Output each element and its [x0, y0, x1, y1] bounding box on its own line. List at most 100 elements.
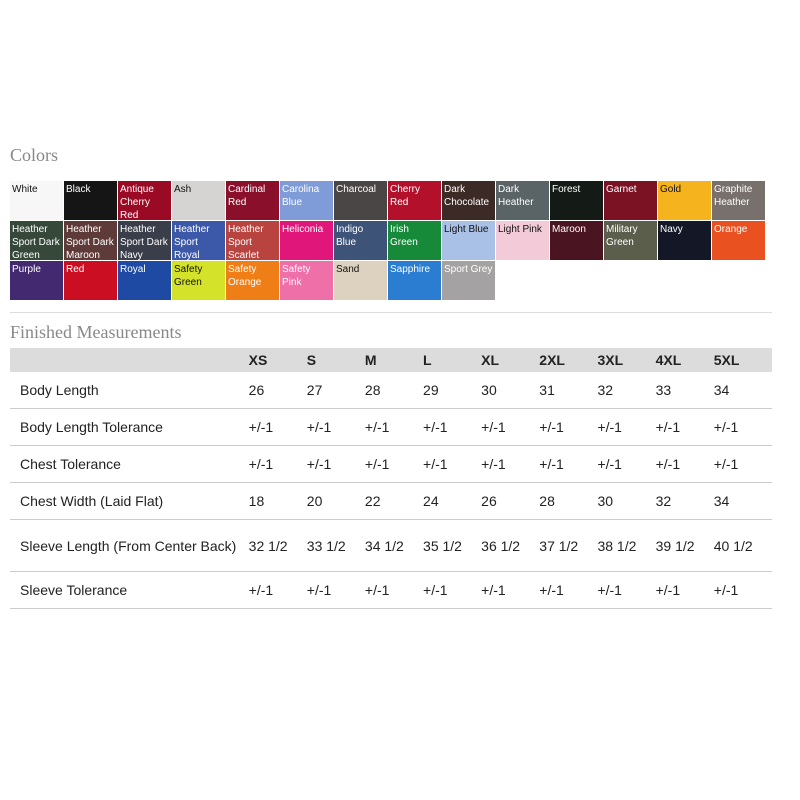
- color-swatch[interactable]: Black: [64, 181, 118, 221]
- color-swatch[interactable]: Irish Green: [388, 221, 442, 261]
- color-swatch[interactable]: Sand: [334, 261, 388, 301]
- table-row: Sleeve Tolerance +/-1 +/-1 +/-1 +/-1 +/-1 +/-1…: [10, 571, 772, 609]
- measurement-cell: +/-1: [655, 571, 714, 609]
- measurement-cell: +/-1: [423, 571, 482, 609]
- color-swatch[interactable]: Carolina Blue: [280, 181, 334, 221]
- size-header: M: [364, 348, 424, 372]
- color-swatch[interactable]: Cardinal Red: [226, 181, 280, 221]
- measurement-cell: 28: [539, 482, 598, 520]
- measurement-cell: 33: [655, 372, 714, 409]
- measurement-cell: 26: [481, 482, 540, 520]
- color-swatch[interactable]: Cherry Red: [388, 181, 442, 221]
- table-row: Body Length 26 27 28 29 30 31 32 33 34: [10, 372, 772, 409]
- color-swatch[interactable]: White: [10, 181, 64, 221]
- measurement-cell: 34: [713, 372, 772, 409]
- color-swatch[interactable]: Safety Orange: [226, 261, 280, 301]
- color-swatch[interactable]: Orange: [712, 221, 766, 261]
- measurement-cell: +/-1: [423, 408, 482, 446]
- color-swatch[interactable]: Heather Sport Dark Green: [10, 221, 64, 261]
- colors-heading: Colors: [10, 145, 59, 165]
- measurement-cell: 28: [364, 372, 424, 409]
- measurement-cell: 34: [713, 482, 772, 520]
- row-label: Chest Tolerance: [10, 445, 249, 483]
- color-swatch[interactable]: Royal: [118, 261, 172, 301]
- color-swatch[interactable]: Gold: [658, 181, 712, 221]
- measurement-cell: 35 1/2: [423, 519, 482, 572]
- color-swatch[interactable]: Dark Chocolate: [442, 181, 496, 221]
- color-swatch[interactable]: Purple: [10, 261, 64, 301]
- measurement-cell: +/-1: [306, 571, 365, 609]
- color-swatch[interactable]: Antique Cherry Red: [118, 181, 172, 221]
- measurement-cell: +/-1: [306, 408, 365, 446]
- measurement-cell: 29: [423, 372, 482, 409]
- measurement-cell: 40 1/2: [713, 519, 772, 572]
- size-header: L: [423, 348, 482, 372]
- measurement-cell: 30: [597, 482, 656, 520]
- color-swatch[interactable]: Heather Sport Scarlet: [226, 221, 280, 261]
- color-swatch[interactable]: Charcoal: [334, 181, 388, 221]
- color-swatch-grid: White Black Antique Cherry Red Ash Cardinal …: [10, 181, 766, 301]
- measurement-cell: 18: [248, 482, 307, 520]
- color-swatch[interactable]: Dark Heather: [496, 181, 550, 221]
- measurement-cell: +/-1: [597, 571, 656, 609]
- color-swatch[interactable]: Safety Green: [172, 261, 226, 301]
- measurement-cell: 26: [248, 372, 307, 409]
- measurement-cell: 27: [306, 372, 365, 409]
- color-swatch[interactable]: Heather Sport Royal: [172, 221, 226, 261]
- color-swatch[interactable]: Maroon: [550, 221, 604, 261]
- table-row: Sleeve Length (From Center Back) 32 1/2 33…: [10, 519, 772, 572]
- measurement-cell: 36 1/2: [481, 519, 540, 572]
- measurement-cell: 24: [423, 482, 482, 520]
- measurement-cell: +/-1: [481, 445, 540, 483]
- measurement-cell: +/-1: [597, 445, 656, 483]
- measurement-cell: +/-1: [248, 445, 307, 483]
- color-swatch[interactable]: Heather Sport Dark Maroon: [64, 221, 118, 261]
- color-swatch[interactable]: Indigo Blue: [334, 221, 388, 261]
- color-swatch[interactable]: Red: [64, 261, 118, 301]
- measurements-heading: Finished Measurements: [10, 322, 182, 342]
- table-row: Body Length Tolerance +/-1 +/-1 +/-1 +/-1 +/-…: [10, 408, 772, 446]
- size-header: 3XL: [597, 348, 656, 372]
- color-swatch[interactable]: Safety Pink: [280, 261, 334, 301]
- color-swatch[interactable]: Garnet: [604, 181, 658, 221]
- color-swatch[interactable]: Graphite Heather: [712, 181, 766, 221]
- measurement-cell: +/-1: [539, 571, 598, 609]
- measurement-cell: +/-1: [248, 571, 307, 609]
- measurement-cell: +/-1: [539, 445, 598, 483]
- color-swatch[interactable]: Sapphire: [388, 261, 442, 301]
- color-swatch[interactable]: Military Green: [604, 221, 658, 261]
- measurement-cell: 39 1/2: [655, 519, 714, 572]
- table-header-row: XS S M L XL 2XL 3XL 4XL 5XL: [10, 348, 772, 372]
- size-header: 4XL: [655, 348, 714, 372]
- color-swatch[interactable]: Forest: [550, 181, 604, 221]
- color-swatch[interactable]: Navy: [658, 221, 712, 261]
- measurement-cell: +/-1: [655, 445, 714, 483]
- table-row: Chest Tolerance +/-1 +/-1 +/-1 +/-1 +/-1 +/-1 +…: [10, 445, 772, 483]
- color-swatch[interactable]: Heliconia: [280, 221, 334, 261]
- size-header: XL: [481, 348, 540, 372]
- color-swatch[interactable]: Sport Grey: [442, 261, 496, 301]
- color-swatch[interactable]: Heather Sport Dark Navy: [118, 221, 172, 261]
- measurement-cell: +/-1: [539, 408, 598, 446]
- measurement-cell: 38 1/2: [597, 519, 656, 572]
- row-label: Sleeve Length (From Center Back): [10, 519, 249, 572]
- measurement-cell: +/-1: [713, 445, 772, 483]
- measurement-cell: 30: [481, 372, 540, 409]
- measurement-cell: +/-1: [423, 445, 482, 483]
- color-swatch[interactable]: Light Pink: [496, 221, 550, 261]
- measurement-cell: 33 1/2: [306, 519, 365, 572]
- table-row: Chest Width (Laid Flat) 18 20 22 24 26 28 30 32 3…: [10, 482, 772, 520]
- size-header: S: [306, 348, 365, 372]
- measurement-cell: +/-1: [713, 408, 772, 446]
- measurements-table: XS S M L XL 2XL 3XL 4XL 5XL Body Length 26 27 28 29 3…: [10, 348, 772, 609]
- row-label: Body Length Tolerance: [10, 408, 249, 446]
- measurement-cell: +/-1: [248, 408, 307, 446]
- color-swatch[interactable]: Ash: [172, 181, 226, 221]
- measurement-cell: +/-1: [655, 408, 714, 446]
- color-swatch[interactable]: Light Blue: [442, 221, 496, 261]
- size-header: XS: [248, 348, 307, 372]
- header-blank: [10, 348, 249, 372]
- row-label: Body Length: [10, 372, 249, 409]
- measurement-cell: +/-1: [364, 408, 424, 446]
- divider: [10, 312, 772, 313]
